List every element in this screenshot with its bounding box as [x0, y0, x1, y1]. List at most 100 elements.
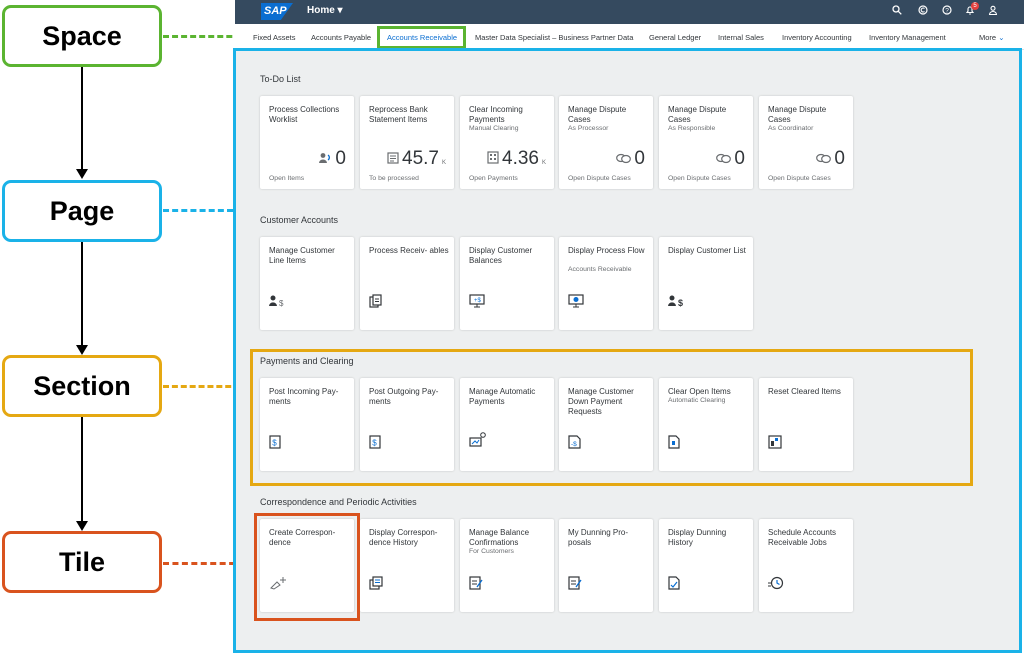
tile-dispute-responsible[interactable]: Manage Dispute Cases As Responsible 0 Op… — [659, 96, 753, 189]
tile-subtitle: For Customers — [469, 548, 514, 555]
sap-logo-text: SAP — [264, 5, 287, 17]
space-tab-inventory-accounting[interactable]: Inventory Accounting — [782, 33, 852, 42]
tile-post-incoming-payments[interactable]: Post Incoming Pay- ments $ — [260, 378, 354, 471]
space-tab-accounts-payable[interactable]: Accounts Payable — [311, 33, 372, 42]
tile-title: Manage Dispute Cases — [668, 105, 727, 124]
tile-kpi-unit: K — [541, 160, 546, 166]
dispute-icon — [616, 153, 632, 164]
section-title-todo: To-Do List — [260, 74, 301, 84]
connector-tile — [163, 562, 254, 565]
tile-my-dunning-proposals[interactable]: My Dunning Pro- posals — [559, 519, 653, 612]
tile-title: Clear Incoming Payments — [469, 105, 523, 124]
tile-reset-cleared-items[interactable]: Reset Cleared Items — [759, 378, 853, 471]
tile-subtitle: As Processor — [568, 125, 609, 132]
tile-title: Reprocess Bank Statement Items — [369, 105, 428, 124]
copilot-icon[interactable] — [916, 5, 930, 19]
clear-items-icon — [668, 435, 680, 454]
svg-text:+$: +$ — [474, 298, 482, 304]
tile-process-receivables[interactable]: Process Receiv- ables — [360, 237, 454, 330]
tile-reprocess-bank[interactable]: Reprocess Bank Statement Items 45.7 K To… — [360, 96, 454, 189]
legend-page-label: Page — [49, 195, 115, 226]
svg-text:?: ? — [945, 8, 949, 15]
tile-kpi: 0 — [716, 148, 745, 170]
tile-highlight-frame — [254, 513, 360, 621]
space-more-label: More — [979, 33, 997, 42]
tile-kpi-unit: K — [441, 160, 446, 166]
search-icon[interactable] — [890, 5, 904, 19]
legend-space: Space — [2, 5, 162, 67]
tile-footer: Open Dispute Cases — [568, 175, 631, 182]
tile-dispute-coordinator[interactable]: Manage Dispute Cases As Coordinator 0 Op… — [759, 96, 853, 189]
tile-manage-balance-confirmations[interactable]: Manage Balance Confirmations For Custome… — [460, 519, 554, 612]
tile-title: Display Dunning History — [668, 528, 727, 547]
space-tab-internal-sales[interactable]: Internal Sales — [718, 33, 764, 42]
tile-display-correspondence-history[interactable]: Display Correspon- dence History — [360, 519, 454, 612]
dollar-document-icon: $ — [369, 435, 381, 454]
space-tab-fixed-assets[interactable]: Fixed Assets — [253, 33, 296, 42]
tile-title: Manage Dispute Cases — [568, 105, 627, 124]
space-tab-inventory-management[interactable]: Inventory Management — [869, 33, 946, 42]
arrow-space-to-page — [76, 67, 88, 179]
tile-title: Post Outgoing Pay- ments — [369, 387, 439, 406]
automatic-payments-icon — [469, 432, 487, 453]
sap-logo[interactable]: SAP — [261, 3, 293, 20]
tile-dispute-processor[interactable]: Manage Dispute Cases As Processor 0 Open… — [559, 96, 653, 189]
tile-kpi: 0 — [816, 148, 845, 170]
tile-footer: Open Items — [269, 175, 305, 182]
dunning-proposals-icon — [568, 576, 582, 595]
help-icon[interactable]: ? — [940, 5, 954, 19]
tile-create-correspondence[interactable]: Create Correspon- dence — [260, 519, 354, 612]
tile-subtitle: As Coordinator — [768, 125, 814, 132]
tile-schedule-ar-jobs[interactable]: Schedule Accounts Receivable Jobs — [759, 519, 853, 612]
process-flow-icon — [568, 294, 584, 313]
legend-section-label: Section — [33, 370, 131, 401]
tile-title: Manage Balance Confirmations — [469, 528, 530, 547]
svg-text:$: $ — [279, 299, 284, 307]
tile-kpi: 4.36 K — [487, 148, 546, 170]
correspondence-history-icon — [369, 576, 383, 595]
tile-title: Clear Open Items — [668, 387, 731, 396]
section-title-payments: Payments and Clearing — [260, 356, 354, 366]
connector-section — [163, 385, 249, 388]
collections-icon — [319, 153, 331, 163]
space-tab-master-data[interactable]: Master Data Specialist – Business Partne… — [475, 33, 634, 42]
tile-process-collections[interactable]: Process Collections Worklist 0 Open Item… — [260, 96, 354, 189]
tile-post-outgoing-payments[interactable]: Post Outgoing Pay- ments $ — [360, 378, 454, 471]
tile-title: Display Customer List — [668, 246, 746, 255]
tile-title: Reset Cleared Items — [768, 387, 841, 396]
arrow-section-to-tile — [76, 417, 88, 531]
legend-tile-label: Tile — [58, 546, 106, 577]
tile-footer: Open Dispute Cases — [768, 175, 831, 182]
svg-text:$: $ — [372, 439, 377, 448]
tile-title: Display Process Flow — [568, 246, 645, 255]
tile-display-dunning-history[interactable]: Display Dunning History — [659, 519, 753, 612]
balance-confirmation-icon — [469, 576, 483, 595]
tile-manage-customer-line-items[interactable]: Manage Customer Line Items $ — [260, 237, 354, 330]
space-highlight-frame — [377, 26, 466, 49]
connector-page — [163, 209, 233, 212]
tile-display-process-flow[interactable]: Display Process Flow Accounts Receivable — [559, 237, 653, 330]
tile-display-customer-balances[interactable]: Display Customer Balances +$ — [460, 237, 554, 330]
tile-title: Manage Customer Line Items — [269, 246, 335, 265]
customer-list-icon: $ — [668, 294, 686, 312]
bell-icon[interactable] — [963, 5, 977, 19]
tile-manage-down-payment-requests[interactable]: Manage Customer Down Payment Requests -$ — [559, 378, 653, 471]
space-tab-general-ledger[interactable]: General Ledger — [649, 33, 702, 42]
section-highlight-frame — [250, 349, 973, 486]
svg-text:-$: -$ — [571, 441, 577, 448]
tile-manage-automatic-payments[interactable]: Manage Automatic Payments — [460, 378, 554, 471]
tile-clear-open-items[interactable]: Clear Open Items Automatic Clearing — [659, 378, 753, 471]
balances-icon: +$ — [469, 294, 485, 313]
tile-kpi-value: 0 — [634, 148, 645, 169]
tile-title: Create Correspon- dence — [269, 528, 336, 547]
home-menu[interactable]: Home ▾ — [307, 5, 343, 16]
user-icon[interactable] — [986, 5, 1000, 19]
space-tab-accounts-receivable[interactable]: Accounts Receivable — [387, 33, 458, 42]
schedule-jobs-icon — [768, 576, 784, 595]
tile-kpi: 0 — [616, 148, 645, 170]
tile-clear-incoming[interactable]: Clear Incoming Payments Manual Clearing … — [460, 96, 554, 189]
receivables-icon — [369, 294, 383, 313]
tile-display-customer-list[interactable]: Display Customer List $ — [659, 237, 753, 330]
space-more-menu[interactable]: More ⌄ — [979, 33, 1004, 42]
